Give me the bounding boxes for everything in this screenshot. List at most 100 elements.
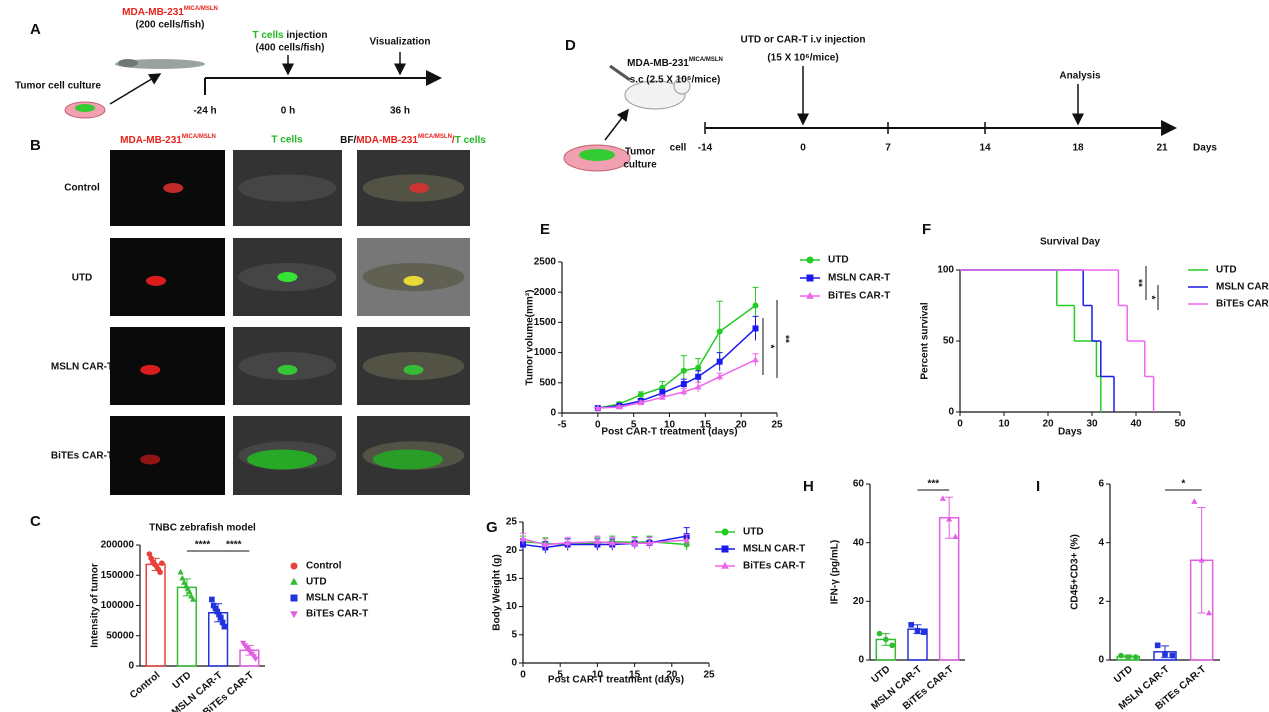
timepoint: -14 (698, 143, 713, 154)
legend-label: BiTEs CAR-T (743, 561, 805, 572)
x-tick-label: UTD (171, 670, 194, 692)
injection: T cells injection (252, 30, 327, 41)
x-tick-label: 10 (664, 420, 676, 431)
data-point (716, 328, 723, 335)
signal (277, 364, 298, 375)
legend-label: MSLN CAR-T (1216, 282, 1269, 293)
x-tick-label: 15 (629, 670, 641, 681)
timepoint: -24 h (193, 106, 216, 117)
data-point (680, 388, 688, 395)
arrow (604, 108, 629, 141)
y-tick-label: 100 (937, 265, 954, 276)
data-point (564, 539, 571, 546)
t-cells: T cells (252, 30, 284, 41)
chart-title: Survival Day (1040, 237, 1100, 248)
significance-label: **** (226, 540, 242, 551)
mouse (624, 80, 686, 110)
x-tick-label: 20 (736, 420, 748, 431)
analysis: Analysis (1059, 71, 1101, 82)
y-tick-label: 2500 (534, 257, 557, 268)
legend-label: UTD (1216, 265, 1237, 276)
bar (145, 563, 166, 667)
y-tick-label: 0 (1098, 655, 1104, 666)
legend-label: UTD (828, 255, 849, 266)
timepoint: 21 (1156, 143, 1168, 154)
data-point (952, 533, 959, 540)
data-point (680, 367, 687, 374)
y-tick-label: 50000 (106, 630, 134, 641)
series-line (597, 359, 756, 409)
data-point (939, 495, 946, 501)
data-point (659, 393, 666, 400)
data-point (694, 383, 702, 390)
data-point (190, 596, 197, 602)
panel-labels: A B C D E F G H I (30, 21, 1040, 536)
signal (146, 275, 166, 286)
x-tick-label: 30 (1086, 419, 1098, 430)
legend-label: MSLN CAR-T (828, 273, 890, 284)
row-label: UTD (72, 273, 93, 284)
legend-marker (290, 594, 298, 602)
x-tick-label: 0 (957, 419, 963, 430)
panel-label: F (922, 221, 931, 238)
data-point (221, 623, 228, 630)
injection-text: injection (284, 30, 328, 41)
signal (140, 364, 161, 375)
col-sup: MICA/MSLN (418, 134, 452, 140)
legend-marker (806, 256, 814, 264)
legend-marker (806, 291, 814, 299)
data-point (946, 515, 953, 522)
signal (247, 449, 318, 470)
data-point (921, 629, 927, 635)
y-tick-label: 20 (853, 596, 865, 607)
x-tick-label: 20 (666, 670, 678, 681)
significance-label: ** (779, 335, 790, 343)
col-suffix: T cells (455, 135, 487, 146)
y-tick-label: 6 (1098, 479, 1104, 490)
cell-line-sup: MICA/MSLN (184, 6, 218, 12)
col-prefix: BF/ (340, 135, 356, 146)
row-label: BiTEs CAR-T (51, 451, 113, 462)
x-tick-label: 0 (595, 420, 601, 431)
y-axis-label: CD45+CD3+ (%) (1070, 534, 1081, 610)
y-axis-label: Body Weight (g) (492, 554, 503, 630)
col-name: MDA-MB-231 (120, 135, 182, 146)
y-tick-label: 15 (506, 573, 518, 584)
data-point (216, 611, 222, 618)
signal (409, 183, 430, 193)
timepoint: 18 (1072, 143, 1084, 154)
legend-label: BiTEs CAR-T (1216, 299, 1269, 310)
data-point (1132, 654, 1139, 660)
data-point (889, 642, 895, 649)
data-point (1125, 654, 1132, 660)
zebrafish (115, 59, 205, 69)
y-tick-label: 2000 (534, 287, 557, 298)
legend-marker (721, 561, 729, 569)
data-point (1118, 652, 1124, 659)
dose: s.c (2.5 X 10⁶/mice) (630, 75, 721, 86)
timepoint: 14 (979, 143, 991, 154)
data-point (716, 373, 723, 380)
zebrafish-head (118, 59, 138, 67)
panel-label: E (540, 221, 550, 238)
column-header: T cells (271, 135, 303, 146)
data-point (908, 622, 914, 628)
y-tick-label: 25 (506, 517, 518, 528)
series-line (597, 327, 757, 409)
data-point (695, 373, 702, 380)
legend-label: BiTEs CAR-T (828, 291, 890, 302)
data-point (212, 605, 219, 612)
panel-label: I (1036, 478, 1040, 495)
data-point (519, 535, 527, 542)
data-point (752, 302, 759, 309)
x-tick-label: 50 (1174, 419, 1186, 430)
panel-d-diagram: MDA-MB-231MICA/MSLN s.c (2.5 X 10⁶/mice)… (563, 35, 1217, 172)
y-tick-label: 60 (853, 479, 865, 490)
legend-label: MSLN CAR-T (743, 544, 805, 555)
legend-label: MSLN CAR-T (306, 593, 368, 604)
col-name: MDA-MB-231 (356, 135, 418, 146)
series-line (597, 304, 756, 409)
timepoint: 0 h (281, 106, 295, 117)
y-tick-label: 1500 (534, 317, 557, 328)
x-axis-label: Days (1058, 427, 1082, 438)
